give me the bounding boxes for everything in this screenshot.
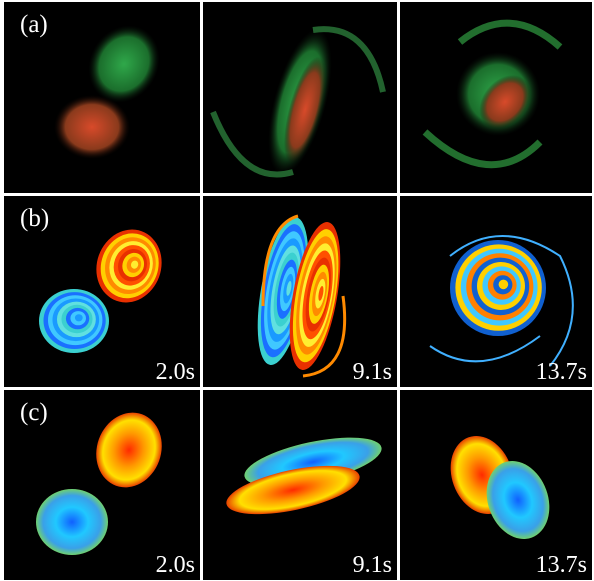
time-label: 2.0s: [156, 552, 195, 578]
row-label: (a): [20, 11, 48, 38]
page: {"rows": [ {"label": "(a)"}, {"label": "…: [0, 0, 594, 581]
row-label: (b): [20, 205, 49, 232]
time-label: 13.7s: [536, 359, 587, 385]
time-label: 9.1s: [353, 552, 392, 578]
figure: (a) 2.0s 9.1s 13.7s (b) 2.0s 9.1s 13.7s (c): [0, 0, 594, 581]
vortex-band: [75, 314, 83, 321]
row-label: (c): [20, 399, 48, 426]
vortex: [36, 489, 108, 555]
time-label: 9.1s: [353, 359, 392, 385]
vortex-band: [499, 280, 509, 290]
time-label: 13.7s: [536, 552, 587, 578]
vortex: [54, 95, 130, 159]
time-label: 2.0s: [156, 359, 195, 385]
